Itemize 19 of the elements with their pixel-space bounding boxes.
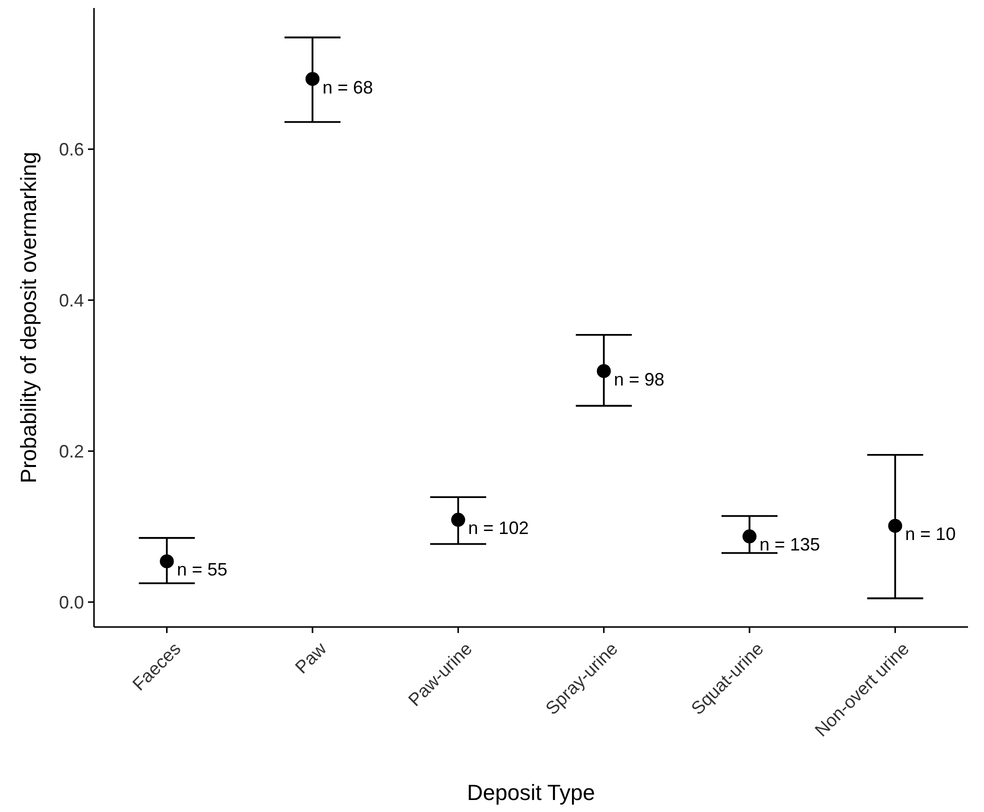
y-tick-label: 0.0: [58, 592, 84, 612]
point: [596, 364, 611, 378]
annotation: n = 68: [322, 77, 374, 98]
annotation: n = 102: [468, 518, 529, 538]
annotation: n = 10: [905, 524, 956, 544]
point: [451, 512, 466, 527]
y-tick-label: 0.4: [58, 290, 84, 310]
annotation: n = 55: [176, 560, 228, 580]
y-tick-label: 0.2: [58, 441, 84, 462]
y-axis-title: Probability of deposit overmarking: [16, 152, 41, 484]
annotation: n = 135: [760, 534, 820, 555]
point: [888, 518, 902, 533]
x-tick-label: Paw: [291, 638, 331, 678]
point: [306, 72, 320, 86]
point: [742, 529, 756, 544]
annotation: n = 98: [614, 369, 664, 390]
y-tick-label: 0.6: [58, 139, 84, 160]
point: [160, 554, 174, 568]
x-axis-title: Deposit Type: [466, 780, 596, 805]
